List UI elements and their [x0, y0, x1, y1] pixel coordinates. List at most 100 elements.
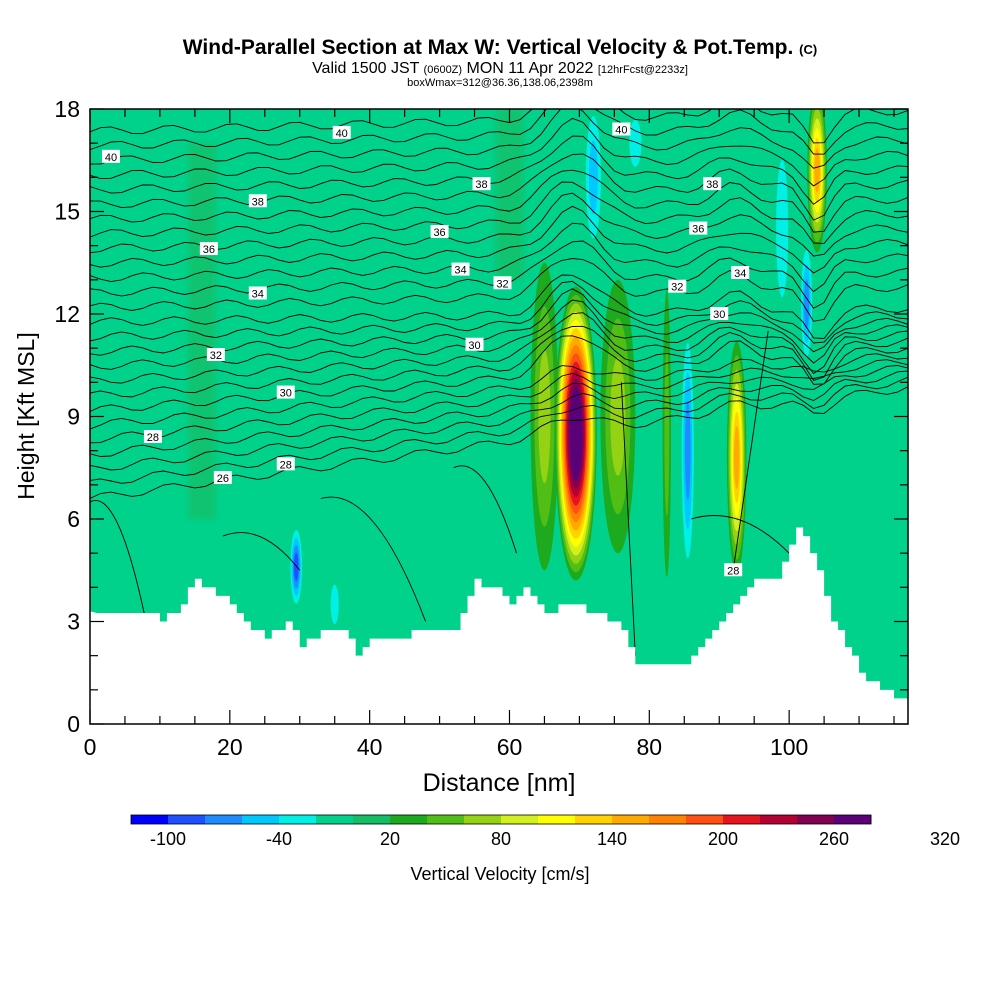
isentrope-line	[90, 258, 908, 322]
isentrope-line	[90, 370, 908, 471]
theta-label-text: 36	[203, 244, 215, 256]
colorbar-swatch	[242, 815, 280, 824]
velocity-contour	[698, 109, 727, 280]
colorbar-swatch	[316, 815, 354, 824]
theta-label: 40	[101, 149, 120, 164]
isentrope-line	[90, 135, 908, 205]
velocity-stripe	[418, 109, 440, 314]
theta-label-text: 32	[496, 278, 508, 290]
velocity-feature	[740, 348, 769, 554]
theta-label-box	[206, 348, 225, 361]
theta-label-box	[451, 262, 470, 276]
theta-label-box	[213, 471, 232, 484]
theta-label: 28	[724, 563, 743, 577]
isentrope-line	[90, 117, 908, 187]
colorbar-swatch	[464, 815, 502, 824]
velocity-stripe	[495, 109, 524, 280]
velocity-contour	[734, 425, 740, 490]
isentrope-line	[90, 335, 908, 412]
theta-label-text: 40	[105, 152, 117, 164]
theta-label-text: 32	[671, 282, 683, 294]
velocity-feature	[726, 341, 747, 574]
theta-label-box	[276, 457, 295, 471]
colorbar-swatch	[390, 815, 428, 824]
plot-area: 40 40 40 38 38 38 36 36 36 34 34 34 32 32 32 30 30 30 28 28…	[90, 109, 908, 724]
velocity-feature	[362, 382, 447, 519]
colorbar-swatch	[168, 815, 206, 824]
theta-label-box	[612, 122, 631, 136]
isentrope-line	[90, 109, 908, 155]
theta-label: 40	[332, 125, 351, 140]
x-tick-label: 100	[770, 734, 808, 760]
theta-label: 30	[276, 385, 295, 400]
theta-label: 30	[710, 307, 729, 321]
colorbar-frame	[130, 814, 872, 825]
theta-label-text: 30	[713, 309, 725, 321]
x-tick-label: 60	[497, 734, 523, 760]
theta-label-text: 34	[252, 289, 264, 301]
colorbar-swatch	[834, 815, 872, 824]
x-tick-label: 80	[637, 734, 663, 760]
theta-label-text: 34	[734, 268, 746, 280]
colorbar-tick-label: 140	[597, 829, 627, 849]
colorbar-swatch	[501, 815, 539, 824]
y-axis-label: Height [Kft MSL]	[13, 332, 39, 499]
y-tick-label: 9	[67, 404, 80, 430]
isentrope-line	[90, 353, 908, 430]
velocity-feature	[680, 314, 696, 588]
theta-label: 34	[451, 262, 470, 277]
isentrope-line	[90, 280, 908, 344]
colorbar-tick-label: -40	[266, 829, 292, 849]
velocity-contour	[740, 348, 769, 554]
theta-label-text: 30	[280, 388, 292, 400]
isentrope-line	[732, 331, 769, 571]
subtitle-forecast: [12hrFcst@2233z]	[597, 64, 688, 76]
chart-title: Wind-Parallel Section at Max W: Vertical…	[0, 36, 1000, 60]
colorbar-swatch	[279, 815, 317, 824]
colorbar-tick-label: 80	[491, 829, 511, 849]
velocity-features	[215, 109, 827, 646]
theta-label: 36	[430, 225, 449, 239]
y-tick-label: 0	[67, 711, 80, 737]
colorbar-tick-label: 20	[380, 829, 400, 849]
theta-label-box	[668, 279, 687, 293]
theta-label-text: 38	[706, 179, 718, 191]
isentrope-line	[90, 365, 908, 457]
velocity-feature	[624, 109, 646, 185]
chart-title-mark: (C)	[799, 42, 818, 57]
colorbar-tick-label: 260	[819, 829, 849, 849]
velocity-contour	[215, 501, 244, 605]
isentrope-line	[90, 274, 908, 339]
velocity-stripe	[705, 416, 720, 622]
isentrope-line	[90, 500, 147, 622]
theta-label: 34	[248, 286, 267, 301]
theta-label-box	[493, 276, 512, 290]
velocity-contour	[422, 495, 458, 646]
isentrope-line	[90, 288, 908, 356]
theta-label: 30	[465, 337, 484, 352]
theta-label-text: 38	[252, 196, 264, 208]
theta-label: 38	[248, 194, 267, 208]
velocity-contour	[362, 382, 447, 519]
velocity-feature	[327, 570, 342, 639]
theta-label: 28	[276, 457, 295, 471]
y-tick-label: 18	[54, 96, 80, 122]
colorbar-label: Vertical Velocity [cm/s]	[410, 864, 589, 884]
isentrope-line	[453, 465, 517, 554]
velocity-feature	[631, 228, 667, 400]
velocity-contour	[804, 278, 810, 329]
chart-subtitle2: boxWmax=312@36.36,138.06,2398m	[407, 77, 593, 89]
velocity-contour	[571, 403, 581, 464]
theta-label-text: 30	[468, 340, 480, 352]
y-tick-label: 15	[54, 199, 80, 225]
colorbar-tick-label: 200	[708, 829, 738, 849]
isentrope-line	[620, 382, 636, 656]
velocity-feature	[289, 522, 304, 612]
isentrope-line	[90, 299, 908, 370]
isentrope-line	[90, 325, 908, 398]
isentrope-line	[90, 153, 908, 221]
velocity-contour	[776, 159, 789, 298]
theta-label: 32	[668, 279, 687, 294]
theta-label-box	[143, 430, 162, 443]
theta-label-box	[332, 125, 351, 139]
